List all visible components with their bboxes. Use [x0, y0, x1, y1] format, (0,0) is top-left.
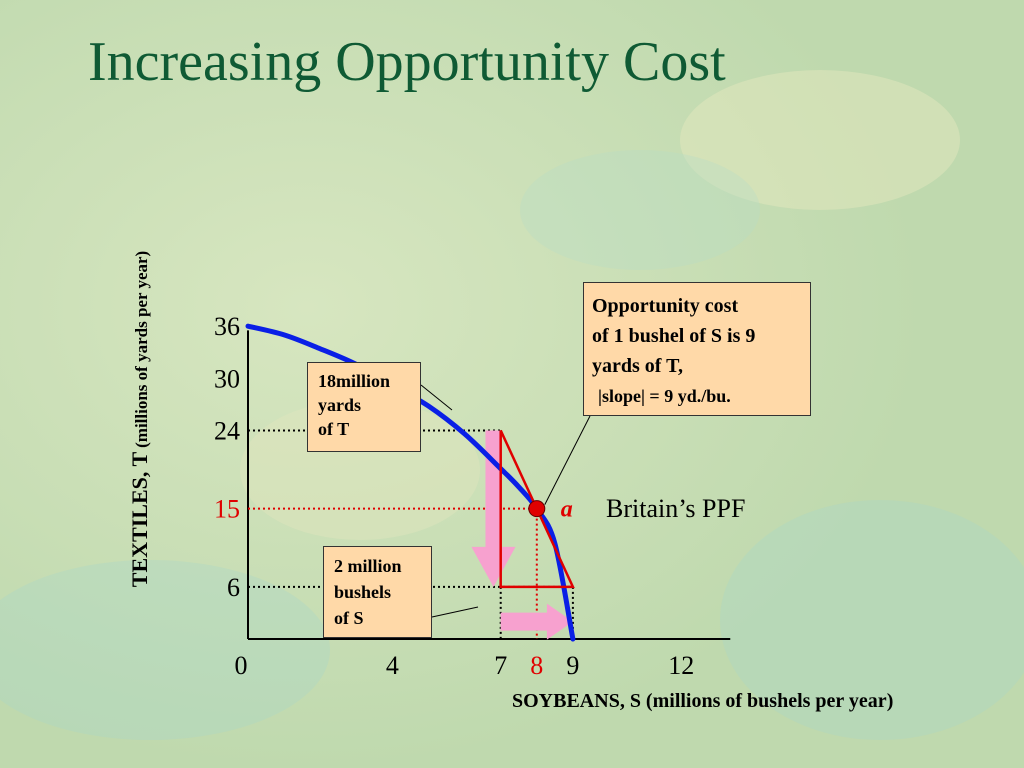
x-tick-label: 9 [566, 651, 579, 680]
callout-textiles: 18million yards of T [307, 362, 421, 452]
page-title: Increasing Opportunity Cost [88, 31, 726, 93]
arrow-down-textiles [471, 430, 516, 587]
x-tick-label: 7 [494, 651, 507, 680]
y-axis-label: TEXTILES, T [127, 451, 152, 588]
callout-soybeans-line: bushels [334, 582, 392, 602]
y-axis-title: TEXTILES, T (millions of yards per year) [127, 189, 153, 649]
callout-textiles-line: 18million [318, 371, 391, 391]
callout-cost-connector [544, 415, 591, 505]
y-tick-label: 15 [214, 495, 240, 524]
callout-cost-line: |slope| = 9 yd./bu. [598, 386, 731, 406]
callout-soybeans: 2 million bushels of S [323, 546, 432, 638]
x-tick-label: 12 [668, 651, 694, 680]
callout-soybeans-line: of S [334, 608, 364, 628]
callout-cost-line: of 1 bushel of S is 9 [592, 325, 756, 347]
x-tick-label: 4 [386, 651, 399, 680]
y-axis-unit: (millions of yards per year) [132, 250, 151, 448]
ppf-curve [245, 323, 576, 642]
point-a-marker [528, 500, 546, 518]
callout-textiles-connector [420, 384, 453, 411]
callout-soybeans-connector [431, 606, 479, 618]
x-axis-title: SOYBEANS, S (millions of bushels per yea… [512, 690, 894, 712]
callout-textiles-line: of T [318, 419, 350, 439]
callout-opportunity-cost: Opportunity cost of 1 bushel of S is 9 y… [583, 282, 811, 416]
y-tick-label: 24 [214, 416, 240, 445]
point-a-label: a [561, 497, 573, 523]
x-tick-label: 8 [530, 651, 543, 680]
y-tick-label: 6 [227, 573, 240, 602]
ppf-label: Britain’s PPF [606, 494, 746, 523]
x-tick-label: 0 [235, 651, 248, 680]
callout-soybeans-line: 2 million [334, 556, 402, 576]
callout-cost-line: Opportunity cost [592, 295, 739, 317]
y-tick-label: 36 [214, 312, 240, 341]
callout-textiles-line: yards [318, 395, 362, 415]
arrow-right-soybeans [500, 603, 573, 640]
callout-cost-line: yards of T, [592, 355, 683, 377]
y-tick-label: 30 [214, 364, 240, 393]
